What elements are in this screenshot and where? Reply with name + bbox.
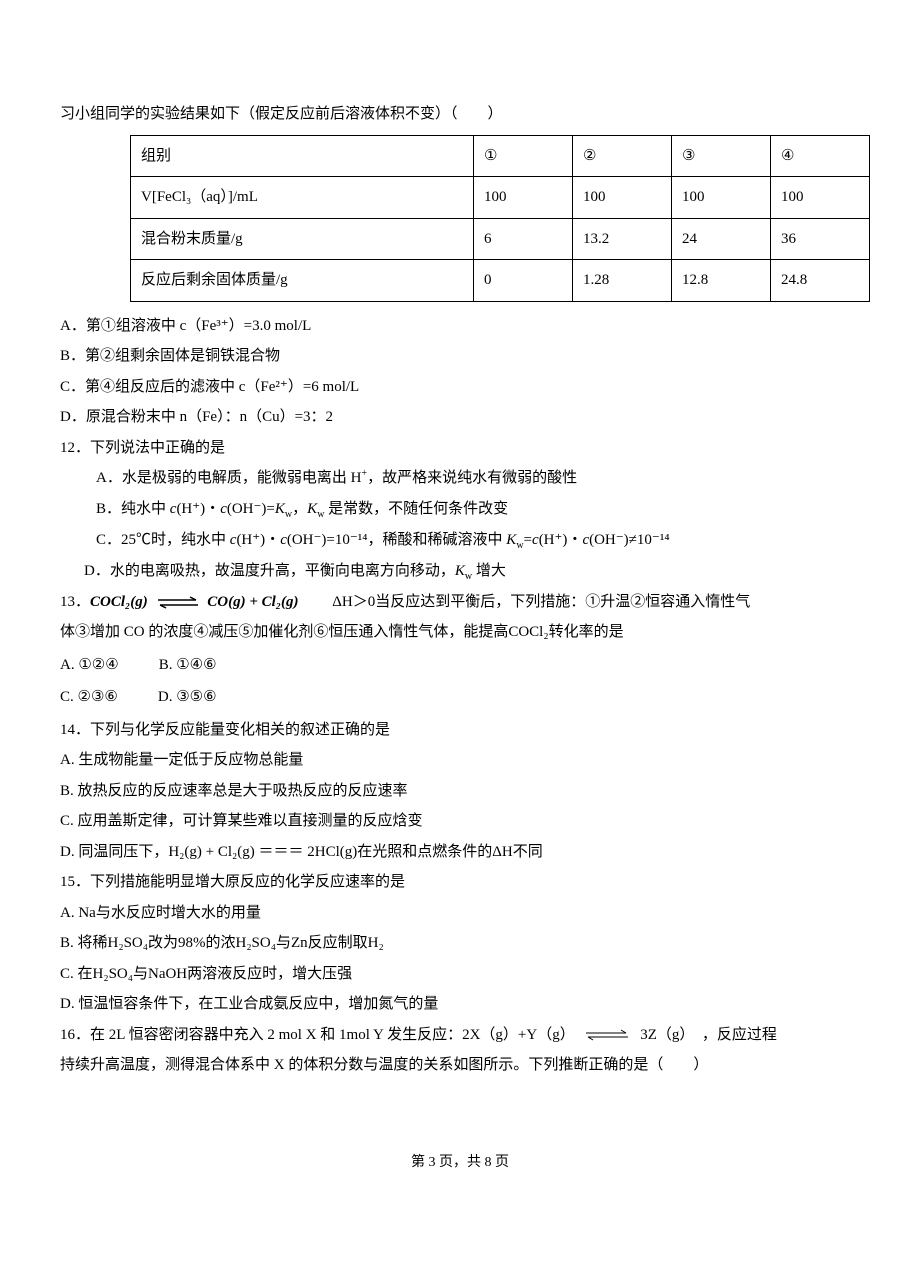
cell: 24 [672,218,771,260]
q13-opts-row1: A. ①②④ B. ①④⑥ [60,649,860,682]
q16-stem-cont: 持续升高温度，测得混合体系中 X 的体积分数与温度的关系如图所示。下列推断正确的… [60,1051,860,1080]
cell: 100 [573,177,672,219]
q13-stem: 13．COCl₂(g) CO(g) + Cl₂(g) ΔH＞0当反应达到平衡后，… [60,588,860,617]
equilibrium-arrow-icon [156,595,200,609]
q11-opt-d: D．原混合粉末中 n（Fe）：n（Cu）=3：2 [60,403,860,432]
table-row: 反应后剩余固体质量/g 0 1.28 12.8 24.8 [131,260,870,302]
q14-opt-c: C. 应用盖斯定律，可计算某些难以直接测量的反应焓变 [60,807,860,836]
q14-opt-d: D. 同温同压下，H₂(g) + Cl₂(g) ＝＝＝ 2HCl(g)在光照和点… [60,838,860,867]
th-4: ④ [771,135,870,177]
q14-opt-a: A. 生成物能量一定低于反应物总能量 [60,746,860,775]
q14-opt-b: B. 放热反应的反应速率总是大于吸热反应的反应速率 [60,777,860,806]
cell: 反应后剩余固体质量/g [131,260,474,302]
q11-opt-a: A．第①组溶液中 c（Fe³⁺）=3.0 mol/L [60,312,860,341]
q11-opt-c: C．第④组反应后的滤液中 c（Fe²⁺）=6 mol/L [60,373,860,402]
q13-opt-a: A. ①②④ [60,651,119,680]
q12-opt-a: A．水是极弱的电解质，能微弱电离出 H+，故严格来说纯水有微弱的酸性 [60,464,860,493]
q12-opt-d: D．水的电离吸热，故温度升高，平衡向电离方向移动，Kw 增大 [60,557,860,586]
q13-opts-row2: C. ②③⑥ D. ③⑤⑥ [60,681,860,714]
page-footer: 第 3 页，共 8 页 [60,1150,860,1177]
data-table: 组别 ① ② ③ ④ V[FeCl₃（aq）]/mL 100 100 100 1… [130,135,870,302]
cell: 36 [771,218,870,260]
th-1: ① [474,135,573,177]
cell: 1.28 [573,260,672,302]
equilibrium-arrow-icon [582,1029,632,1041]
question-continuation: 习小组同学的实验结果如下（假定反应前后溶液体积不变）（ ） [60,100,860,129]
th-3: ③ [672,135,771,177]
q12-opt-c: C．25℃时，纯水中 c(H⁺)・c(OH⁻)=10⁻¹⁴，稀酸和稀碱溶液中 K… [60,526,860,555]
q15-opt-b: B. 将稀H₂SO₄改为98%的浓H₂SO₄与Zn反应制取H₂ [60,929,860,958]
q13-opt-c: C. ②③⑥ [60,683,118,712]
q12-stem: 12．下列说法中正确的是 [60,434,860,463]
q12-opt-b: B．纯水中 c(H⁺)・c(OH⁻)=Kw，Kw 是常数，不随任何条件改变 [60,495,860,524]
cell: 100 [672,177,771,219]
cell: 13.2 [573,218,672,260]
q16-stem: 16．在 2L 恒容密闭容器中充入 2 mol X 和 1mol Y 发生反应：… [60,1021,860,1050]
cell: 100 [771,177,870,219]
q15-opt-a: A. Na与水反应时增大水的用量 [60,899,860,928]
cell: 6 [474,218,573,260]
q15-opt-c: C. 在H₂SO₄与NaOH两溶液反应时，增大压强 [60,960,860,989]
cell: 12.8 [672,260,771,302]
q13-opt-b: B. ①④⑥ [159,651,217,680]
q13-stem-cont: 体③增加 CO 的浓度④减压⑤加催化剂⑥恒压通入惰性气体，能提高COCl₂转化率… [60,618,860,647]
cell: 混合粉末质量/g [131,218,474,260]
cell: 24.8 [771,260,870,302]
th-group: 组别 [131,135,474,177]
q15-opt-d: D. 恒温恒容条件下，在工业合成氨反应中，增加氮气的量 [60,990,860,1019]
q13-opt-d: D. ③⑤⑥ [158,683,217,712]
cell: 100 [474,177,573,219]
cell: V[FeCl₃（aq）]/mL [131,177,474,219]
cell: 0 [474,260,573,302]
th-2: ② [573,135,672,177]
table-row: V[FeCl₃（aq）]/mL 100 100 100 100 [131,177,870,219]
q14-stem: 14．下列与化学反应能量变化相关的叙述正确的是 [60,716,860,745]
q15-stem: 15．下列措施能明显增大原反应的化学反应速率的是 [60,868,860,897]
q11-opt-b: B．第②组剩余固体是铜铁混合物 [60,342,860,371]
table-header-row: 组别 ① ② ③ ④ [131,135,870,177]
table-row: 混合粉末质量/g 6 13.2 24 36 [131,218,870,260]
